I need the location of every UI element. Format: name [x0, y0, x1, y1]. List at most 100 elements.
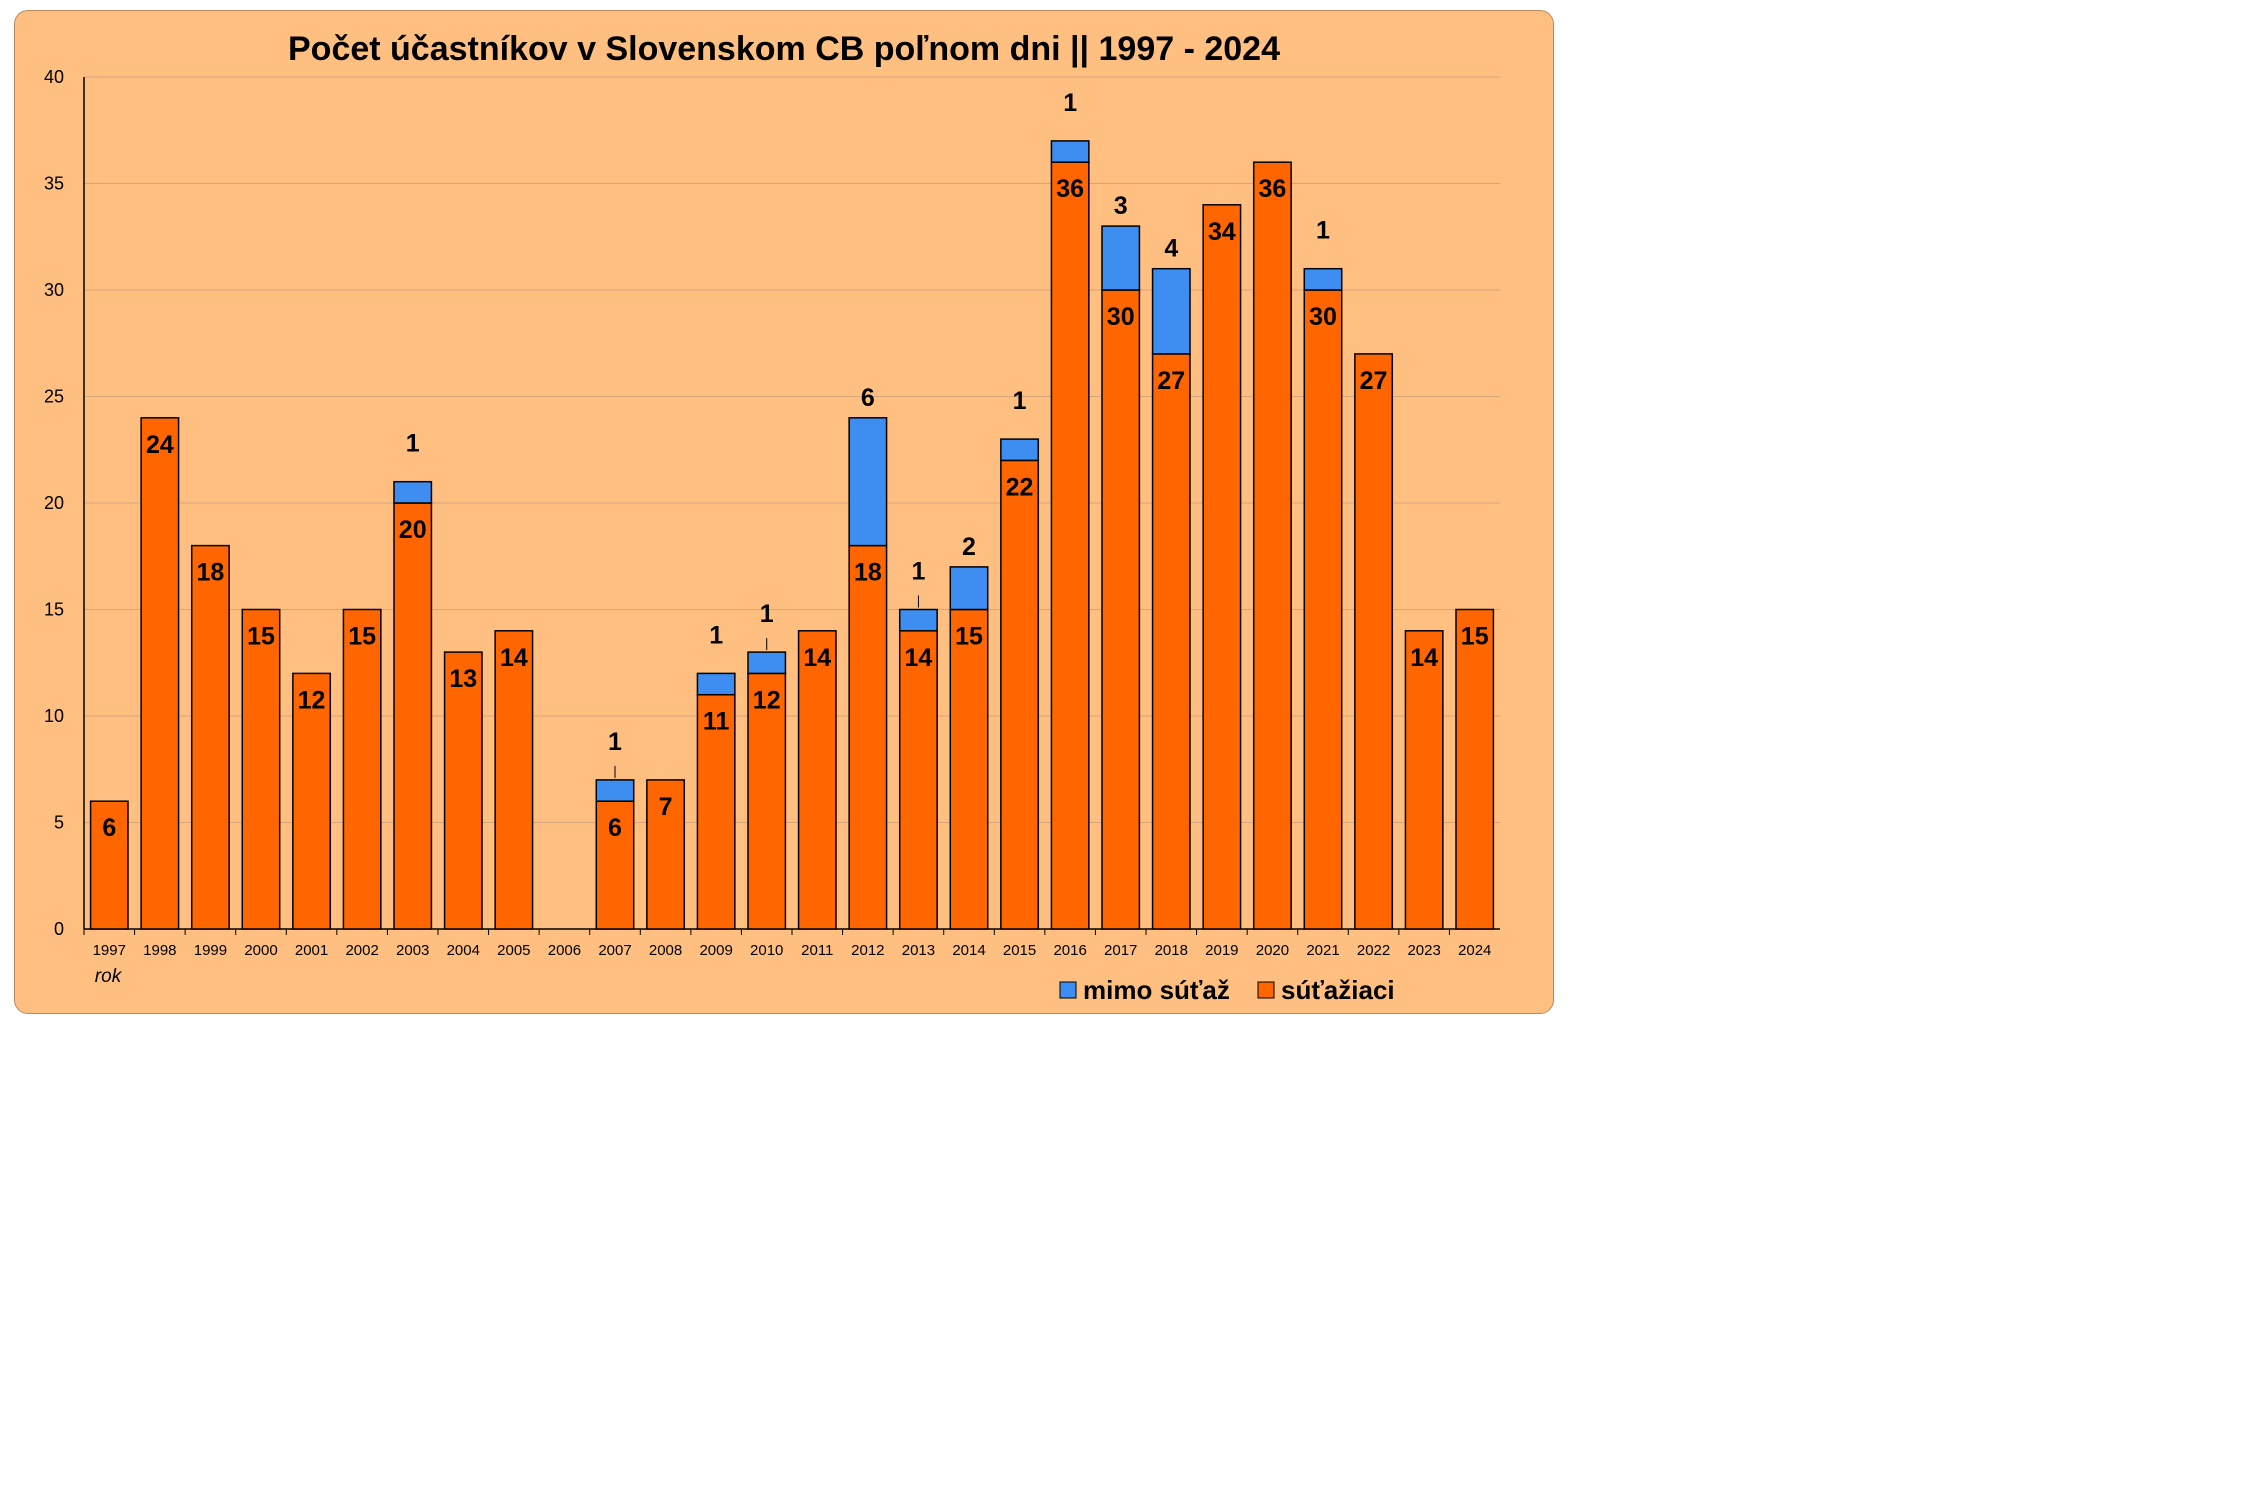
- bar-mimo-sutaz: [848, 417, 888, 547]
- y-tick-label: 0: [54, 919, 64, 939]
- data-label-sutaziaci: 14: [1410, 644, 1438, 672]
- bar-sutaziaci: [1354, 353, 1394, 930]
- y-tick-label: 15: [44, 600, 64, 620]
- bar-sutaziaci: [1455, 608, 1495, 930]
- x-tick-label: 2019: [1205, 942, 1238, 959]
- data-label-sutaziaci: 22: [1006, 473, 1034, 501]
- data-label-mimo-sutaz: 1: [760, 600, 774, 628]
- bar-mimo-sutaz: [1000, 438, 1040, 462]
- bar-sutaziaci: [1252, 161, 1292, 930]
- chart-svg: Počet účastníkov v Slovenskom CB poľnom …: [44, 30, 1500, 1005]
- data-label-sutaziaci: 14: [500, 644, 528, 672]
- x-tick-label: 2007: [598, 942, 631, 959]
- bar-sutaziaci: [190, 544, 230, 930]
- data-label-sutaziaci: 27: [1360, 367, 1388, 395]
- data-label-sutaziaci: 20: [399, 516, 427, 544]
- bar-sutaziaci: [797, 630, 837, 930]
- x-tick-label: 2006: [548, 942, 581, 959]
- bar-sutaziaci: [1000, 459, 1040, 930]
- data-label-sutaziaci: 12: [298, 686, 326, 714]
- data-label-sutaziaci: 15: [955, 623, 983, 651]
- data-label-mimo-sutaz: 1: [709, 621, 723, 649]
- bar-sutaziaci: [747, 672, 787, 930]
- data-label-mimo-sutaz: 6: [861, 384, 875, 412]
- x-tick-label: 2002: [345, 942, 378, 959]
- data-label-mimo-sutaz: 1: [1013, 387, 1027, 415]
- data-label-sutaziaci: 13: [449, 665, 477, 693]
- bar-sutaziaci: [443, 651, 483, 930]
- data-label-mimo-sutaz: 3: [1114, 192, 1128, 220]
- bar-sutaziaci: [89, 800, 129, 930]
- x-tick-label: 2003: [396, 942, 429, 959]
- data-label-mimo-sutaz: 1: [406, 430, 420, 458]
- data-label-sutaziaci: 6: [608, 814, 622, 842]
- bar-mimo-sutaz: [696, 672, 736, 696]
- bar-sutaziaci: [494, 630, 534, 930]
- data-label-sutaziaci: 36: [1259, 175, 1287, 203]
- bar-sutaziaci: [342, 608, 382, 930]
- x-tick-label: 2004: [447, 942, 480, 959]
- bar-sutaziaci: [241, 608, 281, 930]
- x-tick-label: 2016: [1053, 942, 1086, 959]
- x-tick-label: 2014: [952, 942, 985, 959]
- data-label-sutaziaci: 30: [1107, 303, 1135, 331]
- y-tick-label: 20: [44, 493, 64, 513]
- x-tick-label: 2021: [1306, 942, 1339, 959]
- legend-swatch-sutaziaci: [1257, 981, 1275, 999]
- legend-label-sutaziaci: súťažiaci: [1281, 975, 1395, 1005]
- data-label-sutaziaci: 14: [905, 644, 933, 672]
- x-axis-label: rok: [95, 966, 123, 987]
- x-tick-label: 2005: [497, 942, 530, 959]
- x-tick-label: 1997: [93, 942, 126, 959]
- data-label-mimo-sutaz: 1: [1063, 89, 1077, 117]
- bar-sutaziaci: [1050, 161, 1090, 930]
- y-tick-label: 30: [44, 280, 64, 300]
- bar-sutaziaci: [140, 417, 180, 930]
- data-label-sutaziaci: 11: [703, 708, 730, 736]
- data-label-sutaziaci: 15: [247, 623, 275, 651]
- bar-mimo-sutaz: [747, 651, 787, 675]
- data-label-mimo-sutaz: 1: [911, 558, 925, 586]
- bar-sutaziaci: [292, 672, 332, 930]
- chart-title: Počet účastníkov v Slovenskom CB poľnom …: [288, 30, 1280, 68]
- bar-sutaziaci: [898, 630, 938, 930]
- x-tick-label: 2020: [1256, 942, 1289, 959]
- x-tick-label: 2017: [1104, 942, 1137, 959]
- bar-mimo-sutaz: [949, 566, 989, 611]
- data-label-sutaziaci: 15: [348, 623, 376, 651]
- y-tick-label: 40: [44, 67, 64, 87]
- bar-mimo-sutaz: [1151, 267, 1191, 355]
- x-tick-label: 2023: [1407, 942, 1440, 959]
- data-label-sutaziaci: 18: [197, 559, 225, 587]
- legend-label-mimo-sutaz: mimo súťaž: [1083, 975, 1230, 1005]
- x-tick-label: 2001: [295, 942, 328, 959]
- data-label-sutaziaci: 12: [753, 686, 781, 714]
- x-tick-label: 2008: [649, 942, 682, 959]
- x-tick-label: 2009: [699, 942, 732, 959]
- bar-mimo-sutaz: [393, 480, 433, 504]
- bar-mimo-sutaz: [1303, 267, 1343, 291]
- bar-sutaziaci: [1101, 289, 1141, 930]
- x-tick-label: 2000: [244, 942, 277, 959]
- x-tick-label: 2013: [902, 942, 935, 959]
- data-label-sutaziaci: 15: [1461, 623, 1489, 651]
- data-label-sutaziaci: 24: [146, 431, 174, 459]
- data-label-sutaziaci: 18: [854, 559, 882, 587]
- bar-mimo-sutaz: [1101, 225, 1141, 291]
- data-label-sutaziaci: 30: [1309, 303, 1337, 331]
- bar-sutaziaci: [1202, 204, 1242, 930]
- bar-sutaziaci: [393, 502, 433, 930]
- data-label-sutaziaci: 14: [803, 644, 831, 672]
- data-label-mimo-sutaz: 4: [1164, 235, 1178, 263]
- x-tick-label: 2022: [1357, 942, 1390, 959]
- bar-sutaziaci: [848, 544, 888, 930]
- data-label-sutaziaci: 6: [102, 814, 116, 842]
- y-tick-label: 35: [44, 174, 64, 194]
- bar-sutaziaci: [1151, 353, 1191, 930]
- bar-mimo-sutaz: [595, 779, 635, 802]
- bar-mimo-sutaz: [1050, 140, 1090, 163]
- data-label-mimo-sutaz: 1: [1316, 217, 1330, 245]
- bar-sutaziaci: [949, 608, 989, 930]
- data-label-sutaziaci: 27: [1157, 367, 1185, 395]
- y-tick-label: 5: [54, 813, 64, 833]
